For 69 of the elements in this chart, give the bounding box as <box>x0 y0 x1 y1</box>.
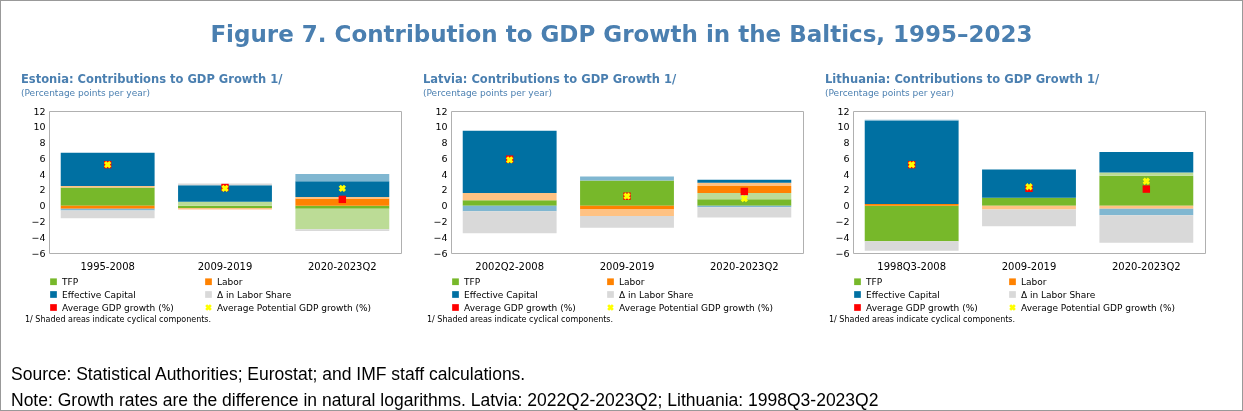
chart-title: Latvia: Contributions to GDP Growth 1/ <box>423 71 677 86</box>
y-tick-label: −2 <box>31 215 46 227</box>
y-tick-label: 2 <box>843 184 850 196</box>
y-tick-label: 2 <box>39 184 46 196</box>
source-note: Source: Statistical Authorities; Eurostat; and IMF staff calculations. <box>11 363 527 386</box>
legend-label: TFP <box>463 276 481 287</box>
legend-label: TFP <box>865 276 883 287</box>
y-tick-label: 4 <box>39 168 46 180</box>
y-tick-label: 6 <box>39 152 46 164</box>
y-tick-label: 0 <box>441 200 448 212</box>
legend-label: Average GDP growth (%) <box>866 302 978 313</box>
y-tick-label: 2 <box>441 184 448 196</box>
y-tick-label: 4 <box>843 168 850 180</box>
y-tick-label: 8 <box>441 137 448 149</box>
legend-label: Average Potential GDP growth (%) <box>619 302 774 313</box>
legend-label: Δ in Labor Share <box>1021 289 1096 300</box>
y-tick-label: 6 <box>441 152 448 164</box>
legend-label: Δ in Labor Share <box>619 289 694 300</box>
y-tick-label: 12 <box>33 105 46 117</box>
y-tick-label: 8 <box>39 137 46 149</box>
text: 1/ Shaded areas indicate cyclical components. <box>427 315 821 324</box>
y-tick-label: −4 <box>433 231 448 243</box>
chart-title: Lithuania: Contributions to GDP Growth 1/ <box>825 71 1100 86</box>
text: 1/ Shaded areas indicate cyclical components. <box>25 315 419 324</box>
y-tick-label: 8 <box>843 137 850 149</box>
legend-label: Average Potential GDP growth (%) <box>217 302 372 313</box>
y-tick-label: 10 <box>837 121 850 133</box>
y-tick-label: 12 <box>435 105 448 117</box>
legend-label: Effective Capital <box>866 289 940 300</box>
y-tick-label: −6 <box>433 247 448 259</box>
x-tick-label: 2009-2019 <box>1001 260 1057 272</box>
chart-subtitle: (Percentage points per year) <box>825 88 954 98</box>
y-tick-label: 0 <box>843 200 850 212</box>
y-tick-label: −6 <box>31 247 46 259</box>
chart-subtitle: (Percentage points per year) <box>21 88 150 98</box>
x-tick-label: 2020-2023Q2 <box>709 260 779 272</box>
text: 1/ Shaded areas indicate cyclical components. <box>829 315 1223 324</box>
legend-label: Average GDP growth (%) <box>464 302 576 313</box>
y-tick-label: −2 <box>433 215 448 227</box>
chart-title: Estonia: Contributions to GDP Growth 1/ <box>21 71 284 86</box>
legend-label: Labor <box>619 276 645 287</box>
legend-label: Labor <box>217 276 243 287</box>
caption: Figure 7. Contribution to GDP Growth in the Baltics, 1995–2023 <box>209 21 1034 49</box>
y-tick-label: −2 <box>835 215 850 227</box>
y-tick-label: −4 <box>835 231 850 243</box>
x-tick-label: 1998Q3-2008 <box>877 260 947 272</box>
x-tick-label: 2002Q2-2008 <box>475 260 545 272</box>
x-tick-label: 2020-2023Q2 <box>1111 260 1181 272</box>
y-tick-label: −4 <box>31 231 46 243</box>
y-tick-label: −6 <box>835 247 850 259</box>
x-tick-label: 2020-2023Q2 <box>307 260 377 272</box>
x-tick-label: 2009-2019 <box>599 260 655 272</box>
y-tick-label: 6 <box>843 152 850 164</box>
text: Note: Growth rates are the difference in natural logarithms. Latvia: 2022Q2-2023Q2; Lithuania: 1998Q3-2023Q2 <box>11 389 879 411</box>
y-tick-label: 12 <box>837 105 850 117</box>
chart-subtitle: (Percentage points per year) <box>423 88 552 98</box>
legend-label: Effective Capital <box>464 289 538 300</box>
legend-label: TFP <box>61 276 79 287</box>
x-tick-label: 2009-2019 <box>197 260 253 272</box>
y-tick-label: 10 <box>435 121 448 133</box>
legend-label: Labor <box>1021 276 1047 287</box>
y-tick-label: 4 <box>441 168 448 180</box>
x-tick-label: 1995-2008 <box>80 260 135 272</box>
y-tick-label: 10 <box>33 121 46 133</box>
legend-label: Average Potential GDP growth (%) <box>1021 302 1176 313</box>
legend-label: Average GDP growth (%) <box>62 302 174 313</box>
legend-label: Effective Capital <box>62 289 136 300</box>
legend-label: Δ in Labor Share <box>217 289 292 300</box>
y-tick-label: 0 <box>39 200 46 212</box>
